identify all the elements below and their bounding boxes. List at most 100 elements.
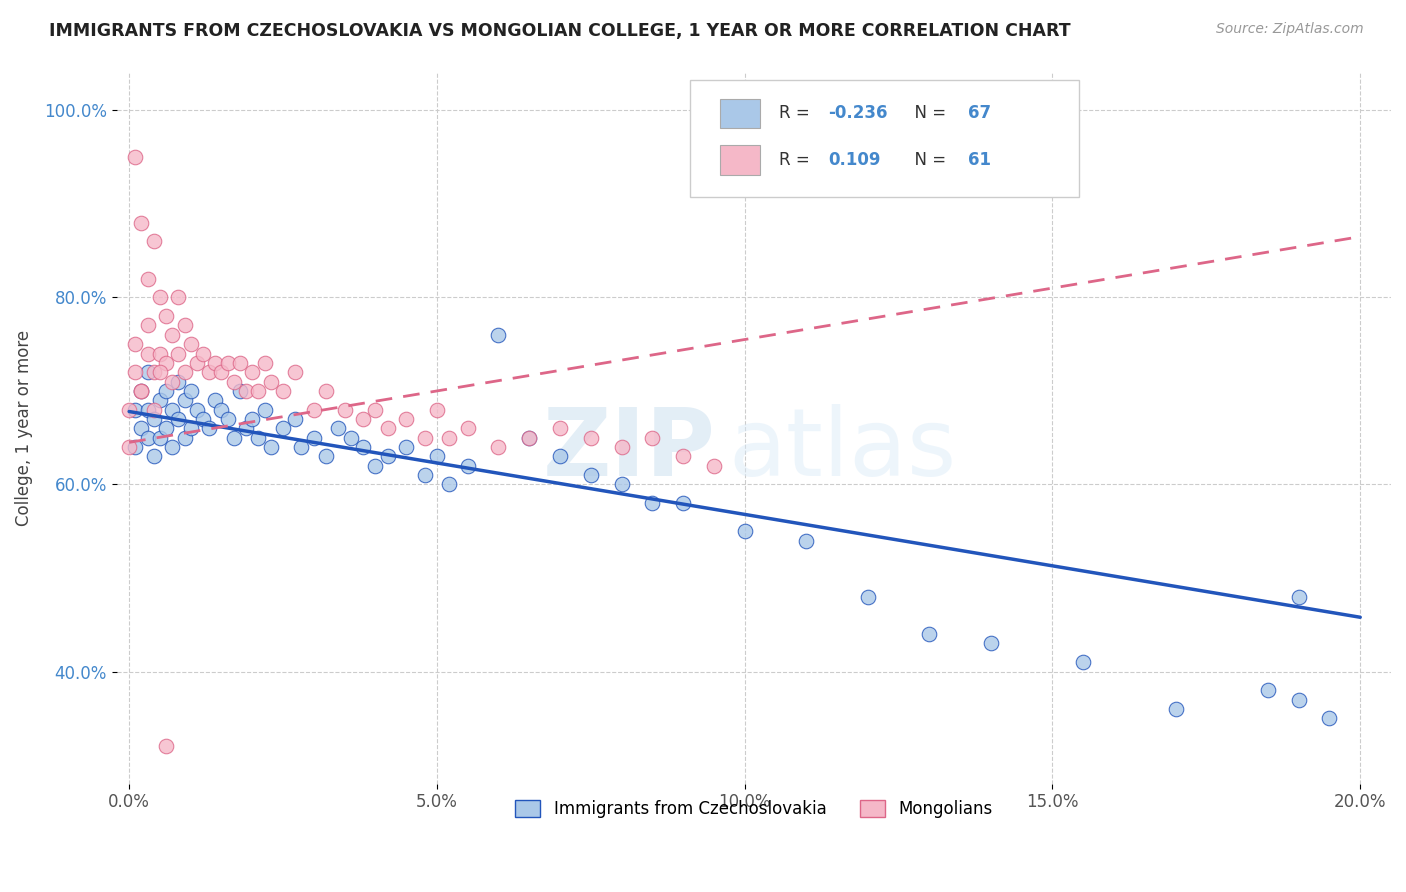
Text: 61: 61	[967, 152, 991, 169]
Point	[395, 440, 418, 454]
Point	[413, 468, 436, 483]
Point	[426, 402, 449, 417]
Point	[136, 346, 159, 360]
Text: ZIP: ZIP	[543, 404, 716, 496]
Point	[149, 393, 172, 408]
Point	[180, 384, 202, 398]
Point	[548, 421, 571, 435]
Point	[136, 271, 159, 285]
Text: Source: ZipAtlas.com: Source: ZipAtlas.com	[1216, 22, 1364, 37]
Point	[980, 636, 1002, 650]
Point	[142, 235, 165, 249]
Point	[235, 384, 257, 398]
Point	[364, 402, 387, 417]
Point	[328, 421, 350, 435]
Point	[315, 384, 337, 398]
Point	[142, 412, 165, 426]
Point	[457, 421, 479, 435]
Point	[641, 431, 664, 445]
Point	[160, 402, 183, 417]
Point	[395, 412, 418, 426]
Point	[1288, 692, 1310, 706]
Text: N =: N =	[904, 104, 952, 122]
Point	[339, 431, 361, 445]
Point	[118, 440, 141, 454]
Bar	[720, 145, 761, 176]
Point	[364, 458, 387, 473]
Point	[488, 440, 510, 454]
Point	[142, 365, 165, 379]
Point	[235, 421, 257, 435]
Text: 0.109: 0.109	[828, 152, 880, 169]
Point	[198, 421, 221, 435]
Point	[155, 421, 177, 435]
Point	[167, 375, 190, 389]
Point	[517, 431, 540, 445]
Point	[579, 468, 602, 483]
Point	[610, 477, 633, 491]
Point	[271, 421, 294, 435]
FancyBboxPatch shape	[690, 80, 1078, 197]
Point	[173, 365, 195, 379]
Point	[131, 384, 153, 398]
Point	[155, 384, 177, 398]
Point	[124, 365, 146, 379]
Point	[426, 450, 449, 464]
Point	[211, 365, 233, 379]
Point	[1164, 702, 1187, 716]
Point	[149, 431, 172, 445]
Point	[222, 375, 245, 389]
Point	[284, 412, 307, 426]
Text: R =: R =	[779, 152, 815, 169]
Point	[186, 356, 208, 370]
Point	[240, 412, 263, 426]
Point	[260, 440, 283, 454]
Point	[247, 384, 270, 398]
Point	[439, 477, 461, 491]
Point	[204, 393, 226, 408]
Text: IMMIGRANTS FROM CZECHOSLOVAKIA VS MONGOLIAN COLLEGE, 1 YEAR OR MORE CORRELATION : IMMIGRANTS FROM CZECHOSLOVAKIA VS MONGOL…	[49, 22, 1071, 40]
Point	[672, 450, 695, 464]
Point	[856, 590, 879, 604]
Point	[142, 450, 165, 464]
Text: -0.236: -0.236	[828, 104, 887, 122]
Point	[457, 458, 479, 473]
Point	[352, 412, 374, 426]
Point	[734, 524, 756, 539]
Point	[155, 739, 177, 754]
Text: atlas: atlas	[728, 404, 956, 496]
Point	[377, 421, 399, 435]
Point	[167, 412, 190, 426]
Point	[302, 431, 325, 445]
Point	[167, 346, 190, 360]
Point	[229, 384, 252, 398]
Point	[173, 431, 195, 445]
Point	[149, 365, 172, 379]
Bar	[720, 99, 761, 128]
Point	[131, 216, 153, 230]
Point	[610, 440, 633, 454]
Point	[131, 421, 153, 435]
Point	[149, 346, 172, 360]
Point	[1288, 590, 1310, 604]
Point	[240, 365, 263, 379]
Point	[136, 365, 159, 379]
Text: 67: 67	[967, 104, 991, 122]
Point	[124, 402, 146, 417]
Point	[302, 402, 325, 417]
Point	[271, 384, 294, 398]
Point	[579, 431, 602, 445]
Point	[136, 402, 159, 417]
Point	[1319, 711, 1341, 725]
Point	[703, 458, 725, 473]
Point	[131, 384, 153, 398]
Point	[253, 402, 276, 417]
Point	[167, 290, 190, 304]
Point	[160, 440, 183, 454]
Point	[131, 384, 153, 398]
Legend: Immigrants from Czechoslovakia, Mongolians: Immigrants from Czechoslovakia, Mongolia…	[509, 794, 1000, 825]
Point	[439, 431, 461, 445]
Point	[186, 402, 208, 417]
Point	[136, 431, 159, 445]
Point	[160, 375, 183, 389]
